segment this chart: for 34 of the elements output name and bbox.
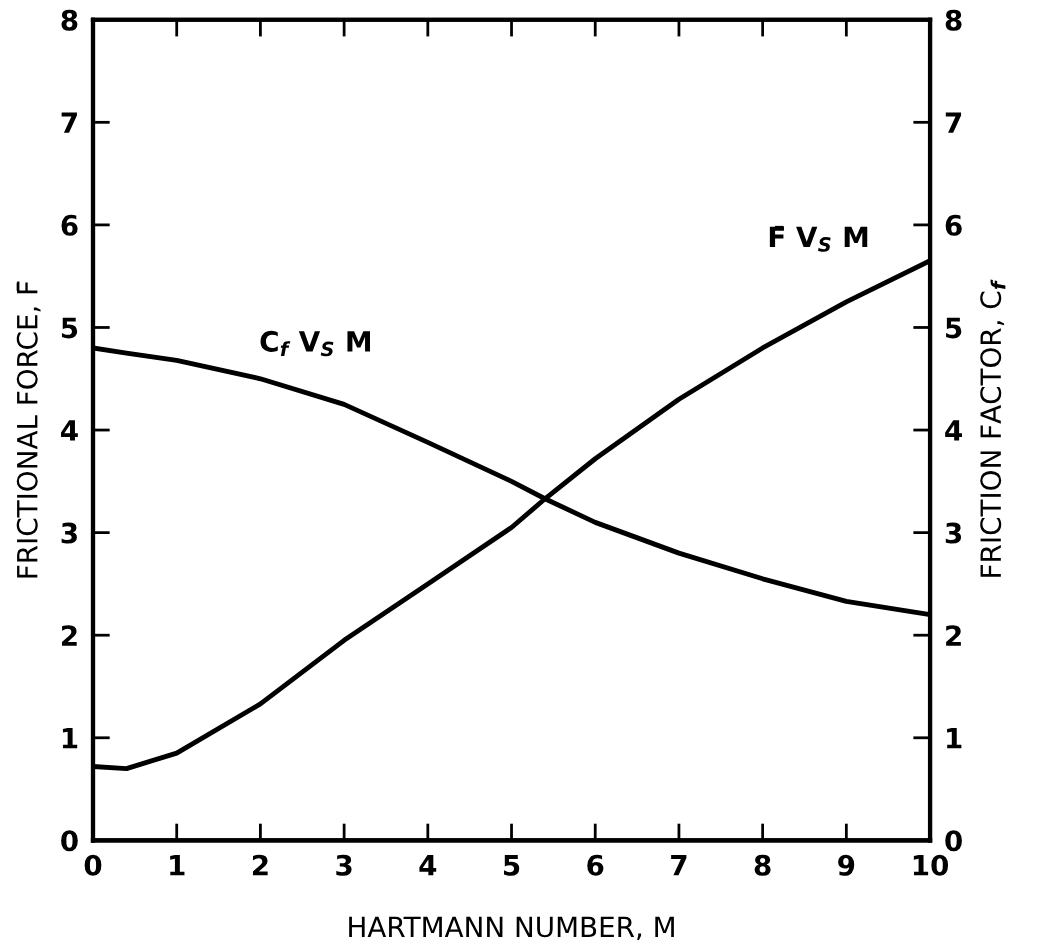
y-tick-label: 2: [61, 625, 77, 646]
y2-tick-label: 4: [945, 420, 962, 441]
x-tick-label: 9: [838, 854, 855, 876]
y-tick-label: 3: [61, 522, 77, 544]
y2-tick-label: 0: [945, 830, 962, 852]
y2-tick-label: 1: [947, 728, 962, 749]
legend-label: F̄ V$_{S}$ M: [769, 225, 868, 252]
x-tick-label: 1: [170, 855, 185, 876]
y-tick-label: 5: [61, 317, 78, 339]
y2-tick-label: 8: [945, 9, 962, 31]
x-tick-label: 4: [419, 855, 437, 876]
y-tick-label: 4: [61, 420, 78, 441]
y-axis-title: FRICTIONAL FORCE, F̄: [16, 281, 41, 578]
y2-tick-label: 5: [946, 317, 962, 339]
y-tick-label: 6: [61, 214, 78, 236]
x-tick-label: 3: [336, 854, 352, 876]
y2-tick-label: 3: [945, 522, 962, 544]
y2-tick-label: 7: [945, 112, 962, 133]
x-tick-label: 10: [913, 854, 949, 876]
x-tick-label: 5: [504, 855, 520, 876]
y2-tick-label: 2: [946, 625, 961, 646]
x-tick-label: 2: [252, 854, 268, 876]
x-axis-title: HARTMANN NUMBER, M: [349, 916, 674, 940]
x-tick-label: 0: [84, 854, 102, 876]
y-tick-label: 8: [61, 9, 78, 31]
y-tick-label: 0: [61, 830, 78, 852]
y2-tick-label: 6: [945, 214, 962, 236]
y2-axis-title: FRICTION FACTOR, C$_{f}$: [980, 279, 1006, 577]
y-tick-label: 7: [61, 112, 77, 133]
y-tick-label: 1: [62, 728, 78, 749]
x-tick-label: 8: [754, 854, 771, 876]
x-tick-label: 6: [587, 854, 604, 876]
x-tick-label: 7: [671, 855, 687, 876]
series-label: C$_{f}$ V$_{S}$ M: [260, 330, 370, 357]
